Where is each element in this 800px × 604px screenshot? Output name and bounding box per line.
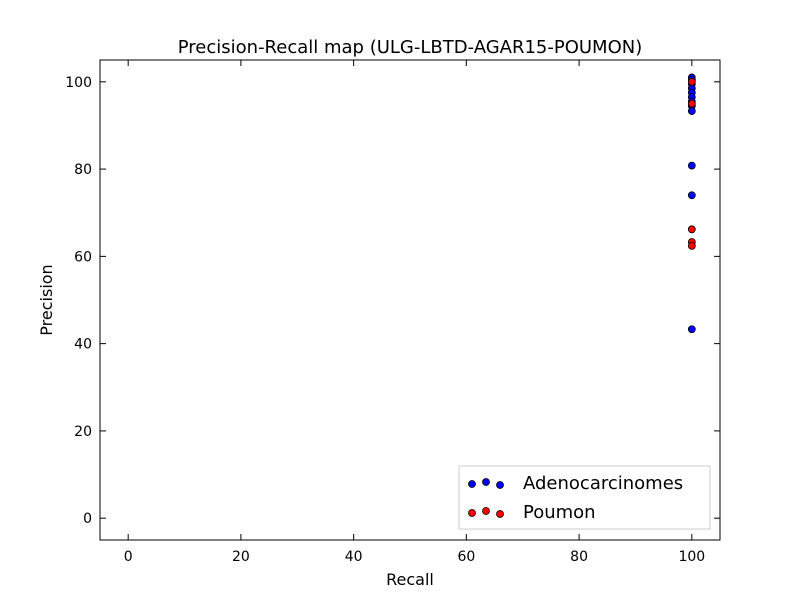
plot-frame — [99, 59, 721, 541]
data-point-adenocarcinomes — [687, 107, 696, 115]
legend-marker-poumon — [496, 510, 504, 518]
y-tick-label: 0 — [83, 511, 92, 527]
axis-ticks: 0 20 40 60 80 100 0 20 40 60 80 100 — [65, 60, 720, 565]
data-point-poumon — [687, 77, 696, 86]
x-tick-label: 80 — [570, 549, 588, 565]
data-points — [687, 73, 696, 497]
y-axis-label: Precision — [37, 264, 56, 335]
x-tick-label: 20 — [232, 549, 250, 565]
y-tick-label: 60 — [74, 249, 92, 265]
y-tick-label: 40 — [74, 337, 92, 353]
legend-label-poumon: Poumon — [523, 502, 596, 523]
x-tick-label: 0 — [124, 549, 133, 565]
legend-marker-poumon — [482, 507, 490, 515]
legend-marker-poumon — [468, 509, 476, 517]
legend-marker-adenocarcinomes — [482, 478, 490, 486]
x-tick-label: 60 — [457, 549, 475, 565]
legend: Adenocarcinomes Poumon — [458, 465, 711, 530]
legend-entries: Adenocarcinomes Poumon — [468, 473, 683, 523]
data-point-poumon — [687, 225, 696, 234]
legend-label-adenocarcinomes: Adenocarcinomes — [523, 473, 683, 494]
legend-box — [458, 465, 711, 530]
x-axis-label: Recall — [386, 570, 434, 589]
y-tick-label: 20 — [74, 424, 92, 440]
data-point-poumon — [687, 241, 696, 250]
data-point-poumon — [687, 99, 696, 108]
chart-title: Precision-Recall map (ULG-LBTD-AGAR15-PO… — [178, 37, 643, 58]
x-tick-label: 40 — [345, 549, 363, 565]
data-point-adenocarcinomes — [687, 161, 696, 170]
data-point-adenocarcinomes — [687, 325, 696, 334]
y-tick-label: 100 — [65, 75, 92, 91]
data-point-adenocarcinomes — [687, 191, 696, 200]
x-tick-label: 100 — [678, 549, 705, 565]
legend-marker-adenocarcinomes — [496, 481, 504, 489]
y-tick-label: 80 — [74, 162, 92, 178]
legend-marker-adenocarcinomes — [468, 480, 476, 488]
